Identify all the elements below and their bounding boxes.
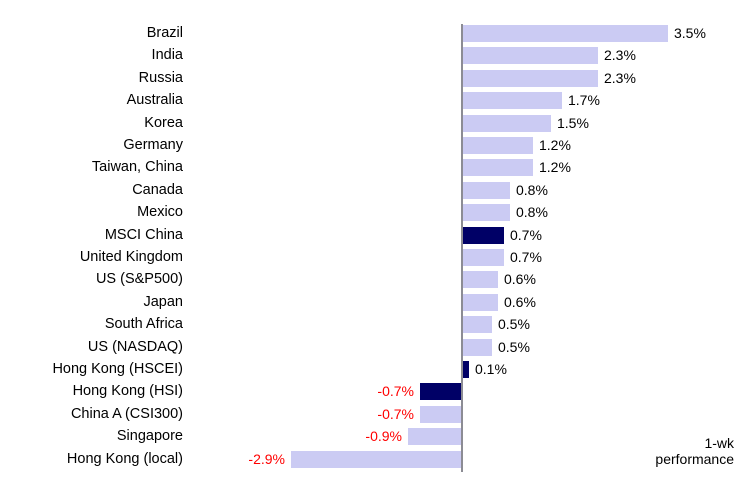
- category-label: US (S&P500): [95, 271, 183, 288]
- value-label: 0.7%: [510, 249, 542, 265]
- value-label: 1.7%: [568, 92, 600, 109]
- value-label: 2.3%: [604, 69, 636, 86]
- bar-highlighted: [463, 361, 469, 378]
- chart-row: Russia 2.3%: [0, 69, 738, 87]
- category-label: China A (CSI300): [70, 405, 183, 422]
- category-label: United Kingdom: [79, 249, 183, 265]
- chart-row: Korea 1.5%: [0, 114, 738, 132]
- bar: [463, 137, 533, 154]
- bar: [463, 249, 504, 266]
- chart-row: United Kingdom 0.7%: [0, 249, 738, 266]
- value-label: 0.1%: [475, 361, 507, 377]
- bar: [463, 47, 598, 65]
- category-label: Hong Kong (local): [66, 450, 183, 467]
- chart-row: MSCI China 0.7%: [0, 226, 738, 244]
- category-label: Brazil: [146, 25, 183, 41]
- value-label: -0.7%: [377, 383, 414, 400]
- category-label: Australia: [126, 92, 183, 109]
- bar: [463, 114, 551, 132]
- bar: [463, 181, 510, 199]
- chart-row: Singapore -0.9%: [0, 428, 738, 446]
- category-label: India: [151, 47, 183, 64]
- value-label: 0.6%: [504, 293, 536, 310]
- category-label: MSCI China: [104, 226, 183, 243]
- chart-row: Hong Kong (HSI) -0.7%: [0, 383, 738, 401]
- category-label: South Africa: [104, 316, 183, 333]
- chart-row: US (NASDAQ) 0.5%: [0, 338, 738, 356]
- value-label: 3.5%: [674, 25, 706, 41]
- bar: [420, 405, 461, 423]
- value-label: 0.5%: [498, 316, 530, 333]
- bar: [463, 25, 668, 42]
- category-label: Hong Kong (HSCEI): [52, 361, 183, 377]
- bar-highlighted: [463, 226, 504, 244]
- bar: [463, 69, 598, 87]
- chart-row: Hong Kong (HSCEI) 0.1%: [0, 361, 738, 378]
- chart-row: Brazil 3.5%: [0, 25, 738, 42]
- value-label: 1.2%: [539, 159, 571, 176]
- category-label: Singapore: [116, 428, 183, 445]
- category-label: Russia: [138, 69, 183, 86]
- category-label: US (NASDAQ): [87, 338, 183, 355]
- chart-row: South Africa 0.5%: [0, 316, 738, 334]
- value-label: 2.3%: [604, 47, 636, 64]
- bar-highlighted: [420, 383, 461, 401]
- chart-row: Mexico 0.8%: [0, 204, 738, 222]
- chart-row: Germany 1.2%: [0, 137, 738, 154]
- category-label: Germany: [123, 137, 183, 153]
- chart-row: Hong Kong (local) -2.9%: [0, 450, 738, 468]
- category-label: Canada: [132, 181, 183, 198]
- bar: [463, 338, 492, 356]
- value-label: 0.5%: [498, 338, 530, 355]
- bar: [291, 450, 461, 468]
- category-label: Mexico: [137, 204, 183, 221]
- annotation-line1: 1-wk: [704, 435, 734, 451]
- bar: [463, 316, 492, 334]
- category-label: Korea: [144, 114, 183, 131]
- category-label: Hong Kong (HSI): [72, 383, 183, 400]
- bar: [463, 159, 533, 177]
- annotation-line2: performance: [655, 451, 734, 467]
- bar: [463, 293, 498, 311]
- chart-row: Taiwan, China 1.2%: [0, 159, 738, 177]
- chart-row: China A (CSI300) -0.7%: [0, 405, 738, 423]
- chart-row: US (S&P500) 0.6%: [0, 271, 738, 289]
- bar: [463, 204, 510, 222]
- category-label: Japan: [143, 293, 183, 310]
- value-label: 0.8%: [516, 204, 548, 221]
- value-label: -0.7%: [377, 405, 414, 422]
- category-label: Taiwan, China: [91, 159, 183, 176]
- value-label: -0.9%: [365, 428, 402, 445]
- value-label: 1.5%: [557, 114, 589, 131]
- chart-row: Australia 1.7%: [0, 92, 738, 110]
- chart-row: Japan 0.6%: [0, 293, 738, 311]
- chart-annotation: 1-wk performance: [655, 435, 734, 467]
- value-label: 1.2%: [539, 137, 571, 153]
- value-label: 0.8%: [516, 181, 548, 198]
- bar: [408, 428, 461, 446]
- zero-axis-line: [461, 24, 463, 472]
- chart-row: Canada 0.8%: [0, 181, 738, 199]
- value-label: -2.9%: [248, 450, 285, 467]
- bar: [463, 271, 498, 289]
- bar: [463, 92, 562, 110]
- value-label: 0.6%: [504, 271, 536, 288]
- value-label: 0.7%: [510, 226, 542, 243]
- chart-row: India 2.3%: [0, 47, 738, 65]
